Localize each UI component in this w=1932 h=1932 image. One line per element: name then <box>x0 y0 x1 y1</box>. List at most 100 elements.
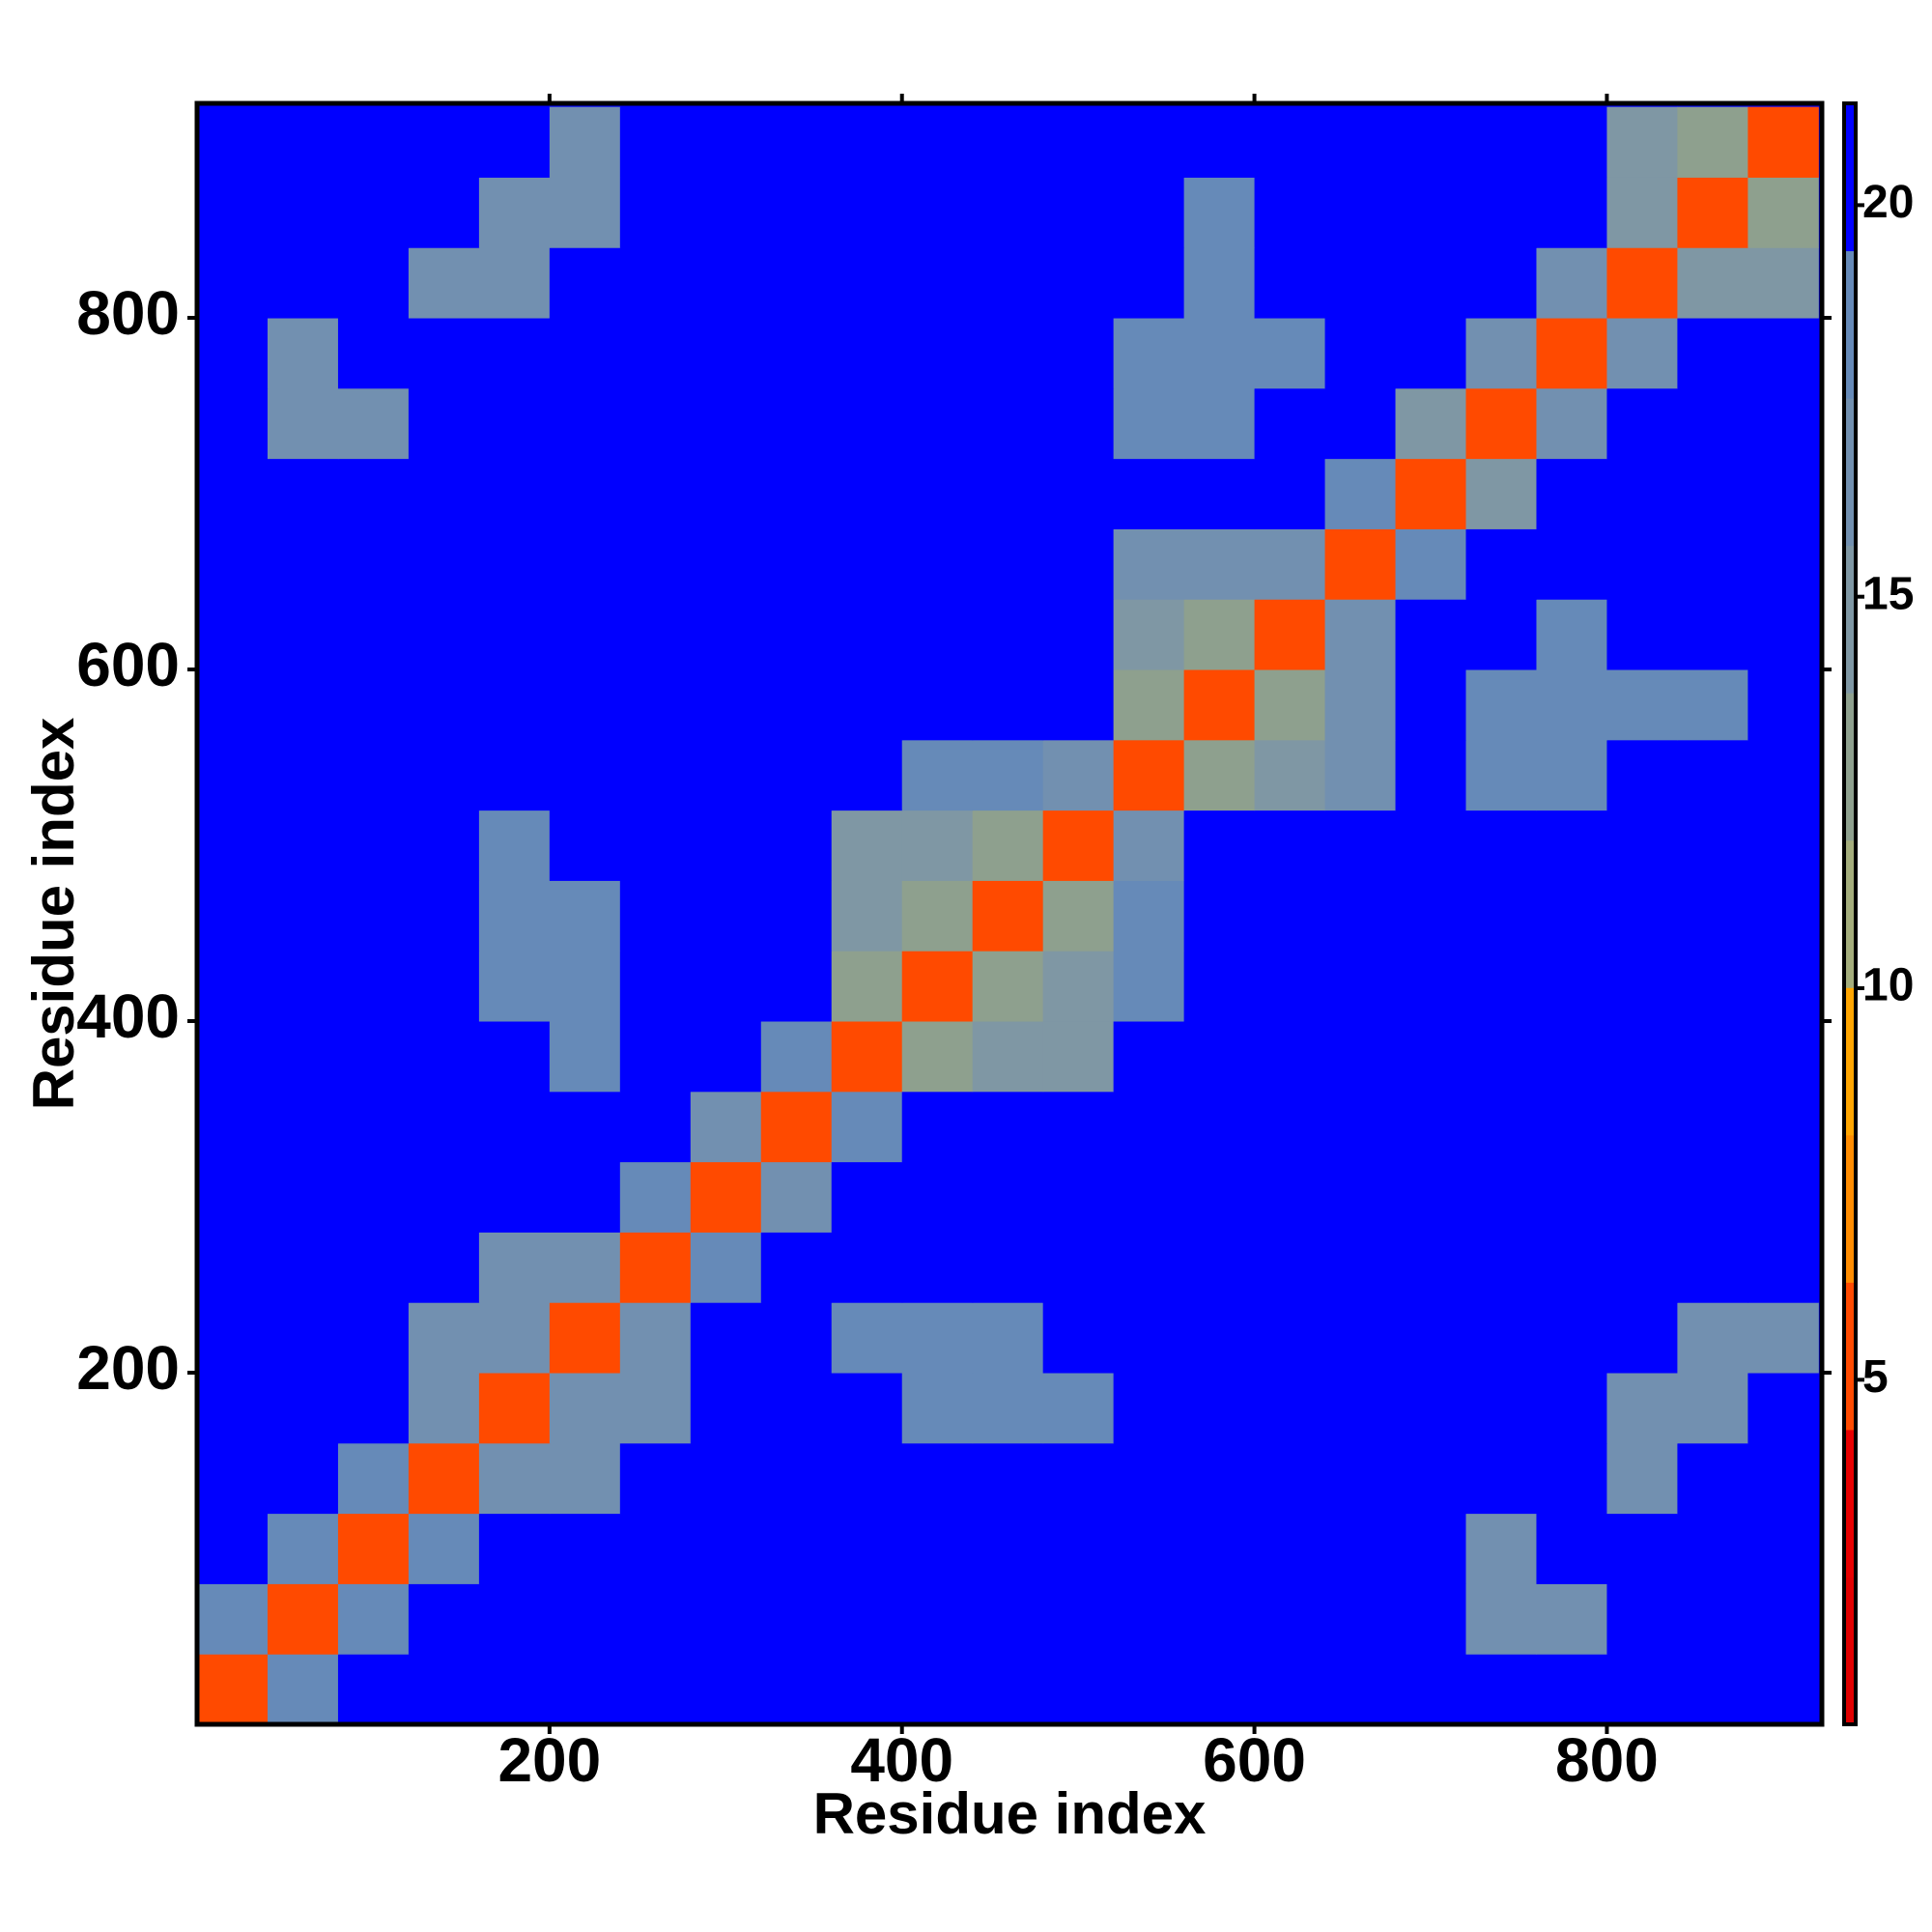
heatmap-cell <box>690 318 762 389</box>
heatmap-cell <box>1395 1583 1466 1655</box>
heatmap-cell <box>901 1161 974 1233</box>
heatmap-cell <box>1113 1583 1185 1655</box>
heatmap-cell <box>690 1021 762 1093</box>
heatmap-cell <box>549 1091 621 1163</box>
heatmap-cell <box>197 1442 269 1515</box>
heatmap-cell <box>1395 669 1466 741</box>
heatmap-cell <box>1042 318 1115 389</box>
heatmap-cell <box>972 247 1044 319</box>
y-tick-label: 400 <box>76 981 180 1051</box>
heatmap-cell <box>1254 1232 1326 1303</box>
heatmap-cell <box>972 1091 1044 1163</box>
heatmap-cell <box>901 387 974 460</box>
heatmap-cell <box>760 1513 833 1584</box>
heatmap-cell <box>267 387 339 460</box>
heatmap-cell <box>1042 1161 1115 1233</box>
heatmap-cell <box>408 669 480 741</box>
colorbar-segment <box>1844 693 1856 841</box>
heatmap-cell <box>1183 1513 1256 1584</box>
heatmap-cell <box>901 1373 974 1444</box>
heatmap-cell <box>690 739 762 811</box>
heatmap-cell <box>972 1232 1044 1303</box>
heatmap-cell <box>1747 951 1819 1022</box>
heatmap-cell <box>972 739 1044 811</box>
heatmap-cell <box>760 528 833 600</box>
heatmap-cell <box>267 599 339 670</box>
heatmap-cell <box>408 387 480 460</box>
heatmap-cell <box>408 177 480 248</box>
heatmap-cell <box>1324 387 1397 460</box>
heatmap-cell <box>1465 669 1537 741</box>
heatmap-cell <box>760 458 833 529</box>
heatmap-cell <box>1536 1513 1607 1584</box>
heatmap-cell <box>1183 1232 1256 1303</box>
heatmap-cell <box>197 1373 269 1444</box>
heatmap-cell <box>1395 739 1466 811</box>
colorbar-segment <box>1844 1429 1856 1577</box>
x-tick-label: 600 <box>1203 1725 1306 1795</box>
heatmap-cell <box>1606 528 1678 600</box>
heatmap-cell <box>901 951 974 1022</box>
heatmap-cell <box>1747 1373 1819 1444</box>
heatmap-cell <box>408 599 480 670</box>
heatmap-cell <box>267 318 339 389</box>
heatmap-cell <box>831 951 903 1022</box>
heatmap-cell <box>901 1302 974 1374</box>
heatmap-cell <box>1113 739 1185 811</box>
heatmap-cell <box>972 1583 1044 1655</box>
heatmap-cell <box>1677 669 1748 741</box>
heatmap-cell <box>1324 1373 1397 1444</box>
heatmap-cell <box>901 669 974 741</box>
heatmap-cell <box>408 318 480 389</box>
heatmap-cell <box>1042 528 1115 600</box>
heatmap-cell <box>1254 951 1326 1022</box>
heatmap-cell <box>760 880 833 952</box>
heatmap-cell <box>337 669 410 741</box>
heatmap-cell <box>1183 318 1256 389</box>
heatmap-cell <box>760 1091 833 1163</box>
heatmap-cell <box>831 1091 903 1163</box>
heatmap-cell <box>972 1513 1044 1584</box>
heatmap-cell <box>1324 1161 1397 1233</box>
heatmap-cell <box>1677 739 1748 811</box>
heatmap-cell <box>1536 669 1607 741</box>
heatmap-cell <box>1465 1373 1537 1444</box>
heatmap-cell <box>478 318 551 389</box>
heatmap-cell <box>1465 951 1537 1022</box>
heatmap-cell <box>1465 1583 1537 1655</box>
heatmap-cell <box>1042 1513 1115 1584</box>
heatmap-cell <box>619 1513 692 1584</box>
x-axis-title: Residue index <box>813 1781 1207 1846</box>
heatmap-cell <box>1395 106 1466 178</box>
heatmap-cell <box>901 599 974 670</box>
heatmap-cell <box>1606 318 1678 389</box>
heatmap-cell <box>1183 951 1256 1022</box>
heatmap-cell <box>1536 1583 1607 1655</box>
heatmap-cell <box>1465 599 1537 670</box>
heatmap-cell <box>1324 458 1397 529</box>
heatmap-cell <box>619 106 692 178</box>
heatmap-cell <box>1465 1161 1537 1233</box>
heatmap-cell <box>831 1583 903 1655</box>
x-tick-label: 400 <box>850 1725 953 1795</box>
heatmap-cell <box>1395 1161 1466 1233</box>
heatmap-cell <box>197 106 269 178</box>
heatmap-cell <box>1606 669 1678 741</box>
heatmap-cell <box>1536 1442 1607 1515</box>
heatmap-cell <box>1324 1513 1397 1584</box>
heatmap-cell <box>197 1232 269 1303</box>
y-tick-label: 600 <box>76 630 180 699</box>
heatmap-cell <box>690 387 762 460</box>
heatmap-cell <box>549 951 621 1022</box>
heatmap-cell <box>972 1373 1044 1444</box>
heatmap-cell <box>1536 599 1607 670</box>
heatmap-cell <box>690 1442 762 1515</box>
heatmap-cell <box>1606 739 1678 811</box>
heatmap-cell <box>1254 528 1326 600</box>
heatmap-cell <box>1536 951 1607 1022</box>
heatmap-cell <box>690 458 762 529</box>
heatmap-cell <box>1113 880 1185 952</box>
heatmap-cell <box>1606 1373 1678 1444</box>
heatmap-cell <box>1113 1654 1185 1725</box>
heatmap-cell <box>1536 1021 1607 1093</box>
